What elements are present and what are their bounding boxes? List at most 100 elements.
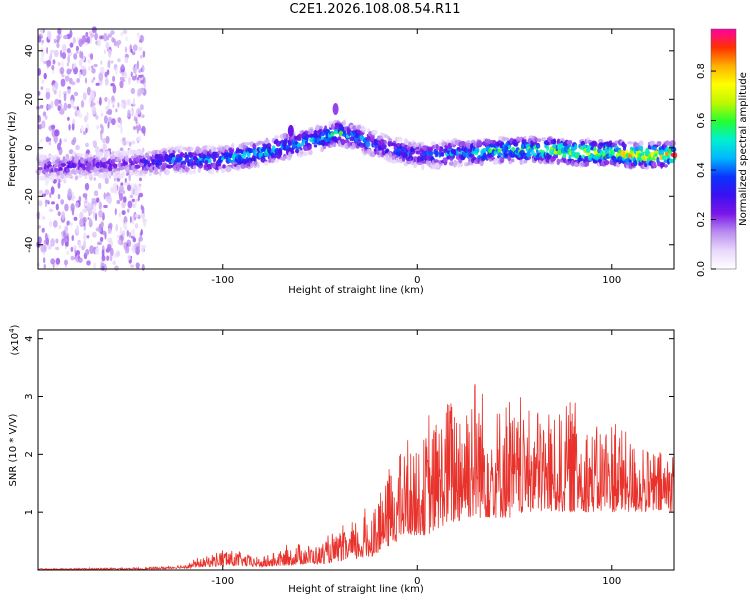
heatmap-speckle — [61, 60, 64, 69]
heatmap-speckle — [41, 227, 45, 233]
heatmap-ridge-cell — [598, 139, 604, 144]
heatmap-y-tick-label: 40 — [24, 44, 35, 57]
heatmap-ridge-cell — [313, 144, 318, 148]
heatmap-speckle — [96, 241, 102, 246]
heatmap-speckle — [47, 137, 52, 142]
heatmap-speckle — [50, 238, 55, 247]
heatmap-panel: -100 0 100 -40 -20 0 20 40 Height of straight l… — [7, 26, 678, 296]
heatmap-speckle — [126, 229, 129, 237]
heatmap-speckle — [67, 86, 71, 90]
heatmap-ridge-cell — [359, 135, 363, 141]
heatmap-ridge-cell — [104, 168, 109, 173]
heatmap-ridge-cell — [404, 152, 408, 157]
heatmap-speckle — [116, 250, 120, 257]
heatmap-speckle — [95, 197, 100, 203]
heatmap-ridge-cell — [503, 137, 510, 141]
heatmap-speckle — [91, 102, 96, 106]
heatmap-speckle — [38, 190, 44, 195]
heatmap-speckle — [127, 208, 130, 213]
heatmap-speckle — [68, 149, 74, 155]
heatmap-ridge-cell — [442, 157, 448, 163]
heatmap-speckle — [133, 126, 137, 130]
heatmap-speckle — [91, 79, 94, 84]
heatmap-ridge-cell — [270, 158, 275, 164]
heatmap-speckle — [79, 50, 82, 59]
heatmap-speckle — [91, 105, 97, 115]
heatmap-speckle — [98, 182, 102, 190]
heatmap-ridge-cell — [192, 170, 196, 174]
heatmap-speckle — [75, 201, 79, 208]
heatmap-ridge-cell — [361, 127, 367, 131]
heatmap-speckle — [61, 44, 67, 53]
heatmap-ridge-cell — [523, 159, 528, 163]
heatmap-speckle — [106, 110, 111, 115]
heatmap-speckle — [122, 29, 128, 35]
heatmap-speckle — [43, 61, 46, 64]
heatmap-speckle — [89, 245, 94, 255]
heatmap-ridge — [35, 119, 678, 182]
heatmap-ridge-cell — [177, 156, 183, 162]
heatmap-speckle — [66, 48, 71, 54]
heatmap-speckle — [98, 223, 103, 233]
heatmap-ridge-cell — [274, 135, 279, 139]
colorbar-gradient — [711, 29, 736, 269]
heatmap-speckle — [108, 116, 113, 124]
heatmap-speckle — [116, 234, 120, 239]
heatmap-speckle — [115, 108, 118, 113]
snr-y-tick-label: 4 — [24, 335, 35, 341]
heatmap-ridge-cell — [489, 144, 495, 148]
heatmap-ridge-cell — [391, 155, 396, 161]
heatmap-speckle — [85, 248, 90, 256]
heatmap-speckle — [44, 177, 49, 186]
heatmap-speckle — [46, 47, 49, 54]
heatmap-speckle — [64, 225, 68, 233]
heatmap-speckle — [73, 245, 77, 250]
colorbar-tick-label: 0.8 — [696, 63, 707, 79]
snr-series-line — [37, 384, 675, 571]
heatmap-speckle — [122, 137, 126, 142]
heatmap-ridge-cell — [218, 166, 223, 170]
heatmap-speckle — [98, 201, 102, 210]
heatmap-speckle — [81, 51, 84, 60]
heatmap-speckle — [89, 217, 92, 225]
heatmap-speckle — [116, 199, 121, 205]
heatmap-ridge-cell — [87, 173, 94, 178]
heatmap-speckle — [121, 99, 126, 104]
heatmap-speckle — [38, 35, 42, 43]
heatmap-speckle — [138, 46, 143, 51]
heatmap-speckle — [128, 76, 131, 85]
heatmap-speckle — [78, 38, 83, 47]
heatmap-speckle — [86, 260, 91, 266]
heatmap-speckle — [52, 84, 55, 92]
heatmap-frame — [37, 28, 675, 270]
heatmap-ridge-cell — [309, 128, 314, 134]
heatmap-ridge-cell — [402, 157, 406, 162]
heatmap-speckle — [107, 195, 112, 205]
heatmap-ridge-cell — [274, 159, 279, 163]
heatmap-ridge-cell — [278, 147, 283, 154]
heatmap-speckle — [124, 178, 127, 183]
heatmap-ridge-cell — [89, 156, 93, 162]
heatmap-speckle — [73, 216, 78, 221]
heatmap-ridge-cell — [254, 161, 258, 166]
heatmap-speckle — [131, 198, 136, 202]
heatmap-speckle — [43, 257, 46, 264]
heatmap-ridge-cell — [140, 151, 144, 157]
heatmap-speckle — [65, 232, 70, 236]
heatmap-ridge-cell — [372, 130, 378, 135]
snr-y-multiplier: (x104) — [8, 324, 21, 355]
heatmap-speckle — [55, 246, 60, 251]
heatmap-ridge-cell — [295, 149, 300, 154]
heatmap-speckle — [117, 58, 121, 62]
heatmap-speckle — [115, 67, 118, 75]
heatmap-speckle — [141, 125, 146, 134]
heatmap-speckle — [139, 88, 145, 94]
heatmap-ridge-cell — [664, 151, 670, 156]
heatmap-speckle — [53, 38, 57, 44]
heatmap-speckle — [56, 42, 60, 49]
heatmap-speckle — [101, 266, 105, 271]
heatmap-ridge-cell — [236, 164, 240, 169]
heatmap-ridge-cell — [671, 145, 676, 152]
heatmap-speckle — [57, 105, 61, 112]
heatmap-speckle — [120, 103, 125, 108]
